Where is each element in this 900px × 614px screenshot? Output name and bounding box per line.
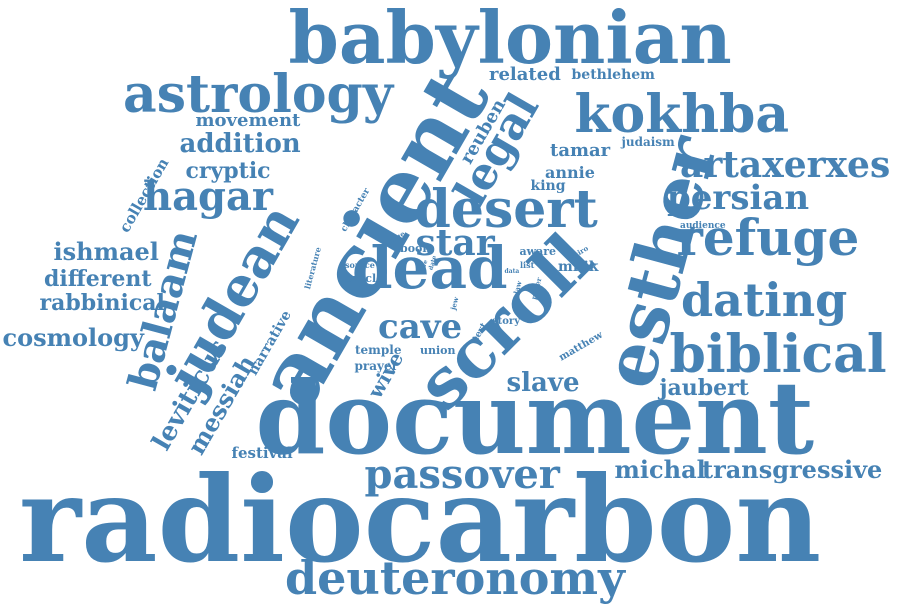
word-cryptic: cryptic <box>185 158 271 184</box>
word-hagar: hagar <box>143 173 273 220</box>
word-prayer: prayer <box>354 359 398 373</box>
word-slave: slave <box>506 368 580 398</box>
word-tamar: tamar <box>550 140 611 161</box>
word-related: related <box>489 64 561 85</box>
word-bethlehem: bethlehem <box>571 67 655 83</box>
word-deuteronomy: deuteronomy <box>285 551 625 605</box>
word-astrology: astrology <box>123 64 394 125</box>
word-aware: aware <box>519 244 557 258</box>
word-audience: audience <box>680 220 726 231</box>
word-king: king <box>530 178 566 194</box>
word-biblical: biblical <box>669 324 887 385</box>
word-judaism: judaism <box>621 135 675 149</box>
word-different: different <box>44 266 152 292</box>
word-jaubert: jaubert <box>659 375 749 401</box>
word-passover: passover <box>364 451 560 498</box>
word-dating: dating <box>681 273 848 327</box>
word-document: document <box>255 359 815 477</box>
word-annie: annie <box>545 163 595 182</box>
word-michal: michal <box>614 455 706 484</box>
word-law: law <box>511 279 524 295</box>
word-cave: cave <box>378 307 463 347</box>
word-refuge: refuge <box>676 208 860 267</box>
word-persian: persian <box>667 178 810 218</box>
word-movement: movement <box>195 110 301 131</box>
word-babylonian: babylonian <box>288 0 732 80</box>
word-transgressive: transgressive <box>702 455 883 484</box>
word-radiocarbon: radiocarbon <box>19 450 822 589</box>
word-book: book <box>400 241 430 255</box>
word-rabbinical: rabbinical <box>39 290 165 316</box>
word-oracle: oracle <box>345 271 384 285</box>
word-jew: jew <box>447 295 461 311</box>
word-desert: desert <box>414 179 598 240</box>
word-dead: dead <box>352 234 508 302</box>
word-story: story <box>492 316 520 327</box>
word-cosmology: cosmology <box>2 323 144 352</box>
word-milik: milik <box>558 259 599 275</box>
word-data: data <box>504 268 520 275</box>
word-festival: festival <box>231 443 293 462</box>
word-addition: addition <box>179 129 301 159</box>
word-source: source <box>345 260 375 270</box>
word-list: list <box>520 260 535 270</box>
word-star: star <box>415 222 495 264</box>
word-ishmael: ishmael <box>53 237 159 266</box>
word-artaxerxes: artaxerxes <box>680 144 891 186</box>
word-union: union <box>420 343 456 357</box>
word-kokhba: kokhba <box>574 84 790 145</box>
word-temple: temple <box>355 343 402 357</box>
